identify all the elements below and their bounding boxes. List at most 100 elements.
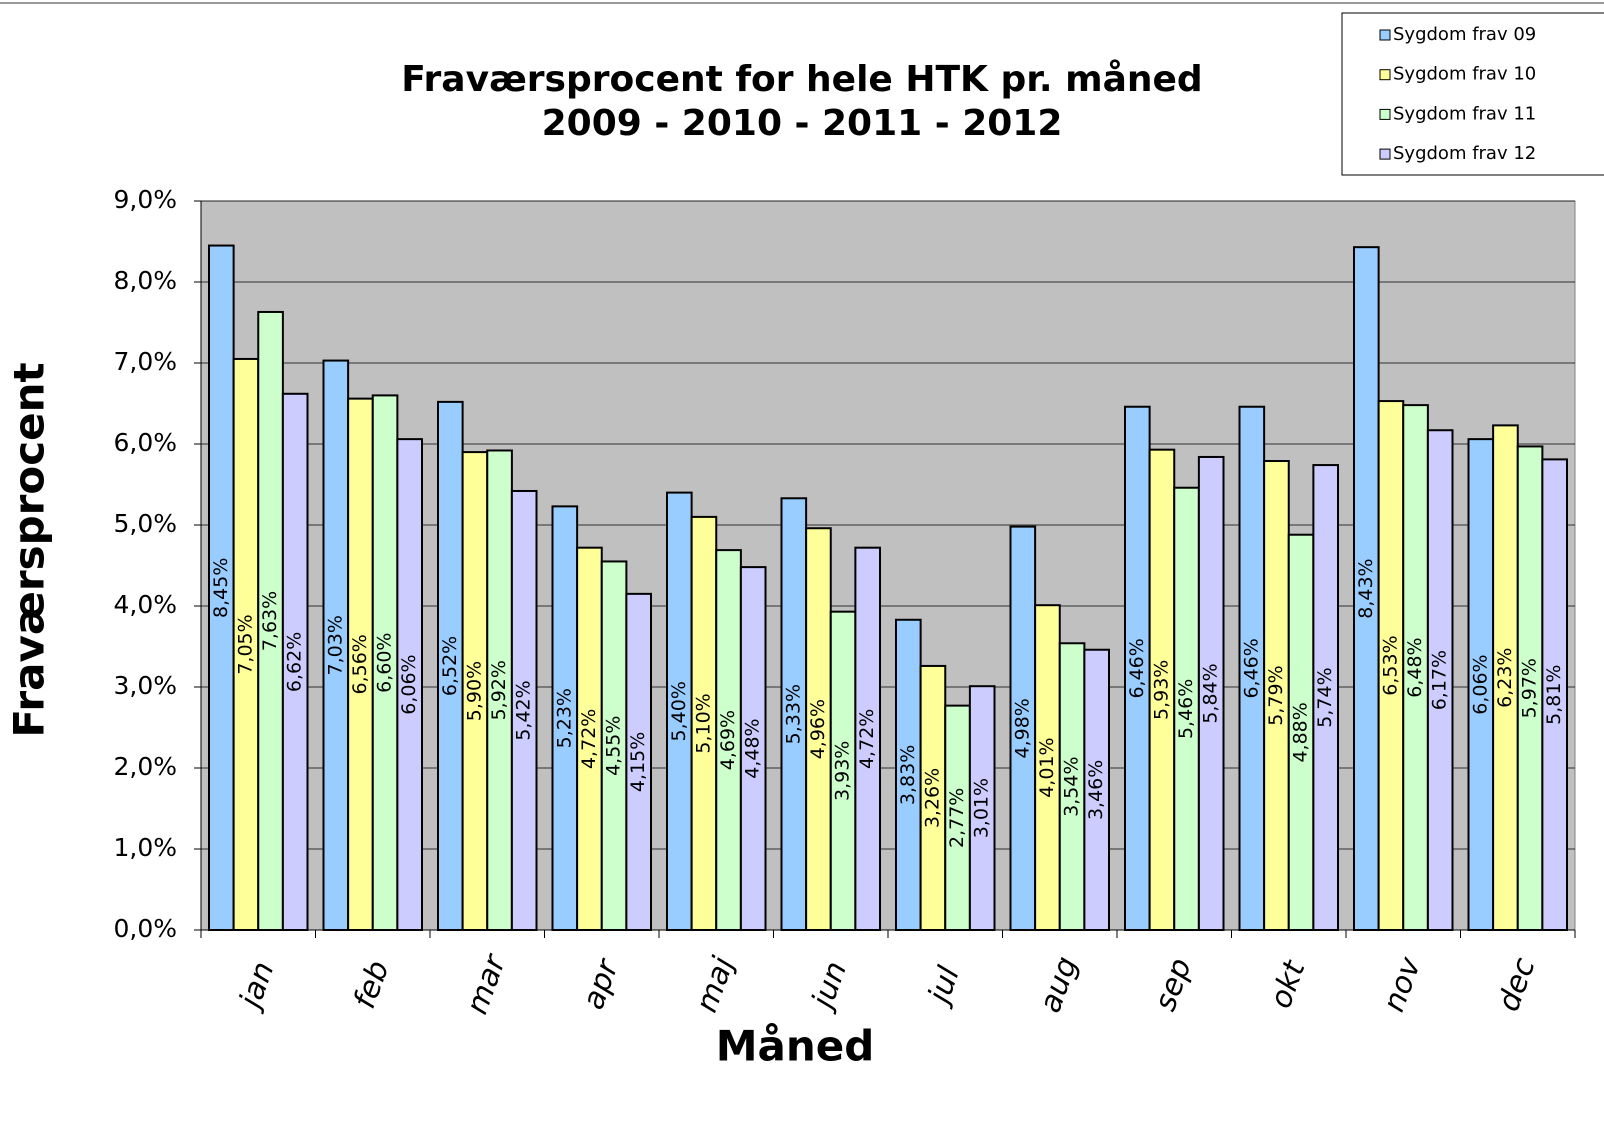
data-label: 6,17% [1429,650,1451,710]
data-label: 6,56% [349,634,371,694]
y-tick-label: 1,0% [113,833,177,862]
x-tick-label: jun [804,957,854,1016]
x-tick-label: aug [1033,952,1085,1017]
x-tick-label: mar [460,949,514,1019]
bar [829,610,857,931]
data-label: 5,10% [692,693,714,753]
data-label: 6,46% [1126,638,1148,698]
data-label: 5,74% [1314,667,1336,727]
y-tick-label: 5,0% [113,509,177,538]
bar [232,357,260,931]
bar [1541,458,1568,931]
data-label: 7,05% [234,614,256,674]
data-label: 6,60% [374,633,396,693]
bar [1197,455,1225,931]
x-tick-label: apr [576,954,626,1014]
legend: Sygdom frav 09 Sygdom frav 10 Sygdom frav … [1341,12,1604,176]
bar [805,527,832,931]
x-axis-label: Måned [716,1022,875,1071]
data-label: 3,26% [921,768,943,828]
data-label: 3,93% [832,741,854,801]
data-label: 7,63% [259,591,281,651]
data-label: 4,96% [807,699,829,759]
data-label: 4,88% [1290,702,1312,762]
data-label: 6,62% [284,632,306,692]
data-label: 5,42% [513,680,535,740]
bar [1467,438,1495,931]
bar [257,310,284,932]
data-label: 8,45% [210,558,232,618]
x-tick-label: dec [1491,953,1543,1016]
bar [739,566,767,931]
bar [1402,404,1429,931]
x-tick-label: maj [689,952,741,1017]
data-label: 5,84% [1200,663,1222,723]
data-label: 5,79% [1265,665,1287,725]
bar [1312,464,1339,931]
bar [347,397,374,931]
bar [371,394,399,931]
legend-swatch [1379,29,1391,41]
y-tick-label: 2,0% [113,752,177,781]
data-label: 4,15% [627,732,649,792]
chart-title: Fraværsprocent for hele HTK pr. måned [401,59,1202,100]
bar [551,505,579,931]
legend-swatch [1379,108,1391,120]
y-tick-label: 3,0% [113,671,177,700]
bar [854,546,881,931]
data-label: 5,97% [1519,658,1541,718]
x-tick-label: feb [347,956,396,1013]
data-label: 5,92% [488,660,510,720]
legend-label: Sygdom frav 10 [1393,64,1536,85]
data-label: 6,48% [1404,637,1426,697]
bar [1148,448,1176,931]
bar [576,546,603,931]
bar [396,438,423,931]
y-tick-label: 4,0% [113,590,177,619]
bar [1426,429,1454,931]
data-label: 6,53% [1379,635,1401,695]
bar [1263,460,1290,931]
bar [1083,648,1110,931]
data-label: 7,03% [324,615,346,675]
data-label: 5,23% [553,688,575,748]
data-label: 6,06% [398,654,420,714]
bar [1058,642,1086,931]
data-label: 6,06% [1469,654,1491,714]
x-tick-label: nov [1376,952,1428,1017]
y-tick-label: 8,0% [113,266,177,295]
legend-swatch [1379,69,1391,81]
data-label: 6,52% [439,636,461,696]
bar [510,489,538,931]
data-label: 3,46% [1085,760,1107,820]
data-label: 2,77% [946,788,968,848]
data-label: 5,81% [1543,665,1565,725]
legend-label: Sygdom frav 09 [1393,24,1536,45]
bar [666,491,693,931]
data-label: 3,01% [971,778,993,838]
bar [1124,405,1151,931]
x-tick-label: okt [1263,955,1313,1013]
data-label: 4,01% [1036,737,1058,797]
legend-label: Sygdom frav 12 [1393,143,1536,164]
bar [208,244,235,932]
data-label: 6,23% [1494,648,1516,708]
y-tick-label: 6,0% [113,428,177,457]
bar [1492,424,1519,931]
data-label: 4,72% [578,709,600,769]
data-label: 4,55% [603,716,625,776]
data-label: 4,69% [717,710,739,770]
x-tick-label: jul [920,961,967,1011]
bar [715,549,742,931]
y-tick-label: 7,0% [113,347,177,376]
legend-label: Sygdom frav 11 [1393,103,1536,124]
bar [1173,486,1200,931]
bar [322,359,350,931]
bar [437,400,464,931]
bar [1009,525,1037,931]
data-label: 5,33% [782,684,804,744]
data-label: 5,46% [1175,679,1197,739]
data-label: 6,46% [1240,638,1262,698]
x-tick-label: sep [1148,954,1199,1016]
bar [1377,400,1405,931]
